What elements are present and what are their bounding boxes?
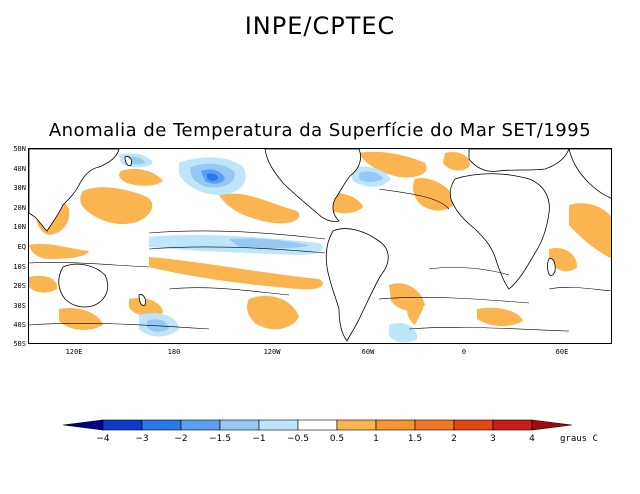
lat-label-30s: 30S (13, 302, 26, 310)
continent-europe (468, 149, 570, 172)
island-japan (124, 156, 132, 166)
continent-africa (449, 173, 550, 290)
lat-label-50n: 50N (13, 145, 26, 153)
colorbar-tick-label: −1 (252, 434, 266, 444)
lat-label-40s: 40S (13, 321, 26, 329)
colorbar (62, 419, 573, 431)
lon-label-120w: 120W (263, 348, 281, 356)
colorbar-tick-label: −4 (96, 434, 110, 444)
colorbar-swatch (62, 419, 104, 431)
colorbar-tick-label: −1.5 (209, 434, 231, 444)
sst-anomaly-map (28, 148, 612, 344)
colorbar-swatch (219, 419, 260, 431)
colorbar-swatch (453, 419, 494, 431)
island-new-zealand (138, 294, 146, 306)
continent-south-america (325, 228, 389, 342)
lon-label-0: 0 (461, 348, 467, 356)
lat-label-10s: 10S (13, 263, 26, 271)
map-canvas (29, 149, 611, 343)
continent-australia (58, 263, 109, 308)
colorbar-swatch (375, 419, 416, 431)
colorbar-tick-label: 4 (529, 434, 535, 444)
lon-label-60w: 60W (361, 348, 375, 356)
lat-label-20s: 20S (13, 282, 26, 290)
warm-anomaly-areas (29, 151, 611, 330)
lon-label-180: 180 (167, 348, 181, 356)
continent-north-america (264, 149, 361, 222)
island-madagascar (546, 258, 556, 276)
lat-label-20n: 20N (13, 204, 26, 212)
colorbar-swatch (180, 419, 221, 431)
lat-label-50s: 50S (13, 340, 26, 348)
continent-asia-australia (29, 149, 120, 232)
colorbar-swatch (141, 419, 182, 431)
lon-label-60e: 60E (555, 348, 569, 356)
cold-anomaly-areas (119, 153, 418, 343)
lat-label-10n: 10N (13, 223, 26, 231)
colorbar-swatch (414, 419, 455, 431)
continent-asia-east (568, 149, 611, 199)
colorbar-swatch (258, 419, 299, 431)
colorbar-tick-label: 3 (490, 434, 496, 444)
colorbar-tick-label: 2 (451, 434, 457, 444)
colorbar-swatch (102, 419, 143, 431)
continents (29, 149, 611, 342)
lat-label-30n: 30N (13, 184, 26, 192)
colorbar-tick-label: −2 (174, 434, 188, 444)
colorbar-swatch (336, 419, 377, 431)
colorbar-swatch (492, 419, 533, 431)
organization-title: INPE/CPTEC (244, 12, 396, 40)
map-title: Anomalia de Temperatura da Superfície do… (48, 120, 592, 141)
colorbar-tick-label: −0.5 (287, 434, 309, 444)
colorbar-tick-label: 1 (373, 434, 379, 444)
colorbar-tick-label: −3 (135, 434, 149, 444)
lat-label-eq: EQ (17, 243, 26, 251)
lat-label-40n: 40N (13, 165, 26, 173)
colorbar-tick-label: 1.5 (407, 434, 423, 444)
colorbar-unit: graus C (560, 434, 598, 444)
contour-lines (29, 188, 611, 332)
colorbar-swatch (531, 419, 573, 431)
colorbar-swatch (297, 419, 338, 431)
colorbar-tick-label: 0.5 (329, 434, 345, 444)
lon-label-120e: 120E (65, 348, 83, 356)
